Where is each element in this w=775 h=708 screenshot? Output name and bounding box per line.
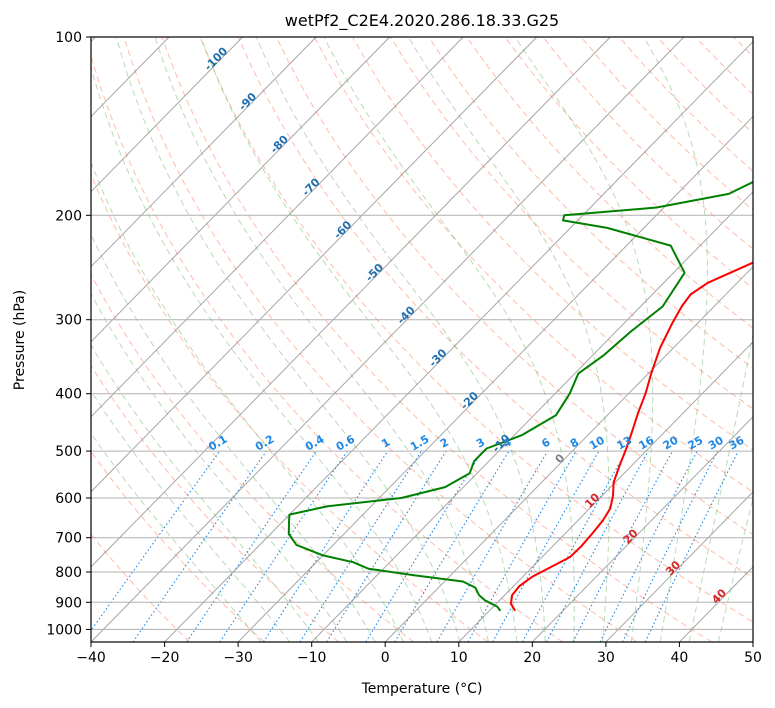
isotherm-line: [91, 37, 243, 193]
dry-adiabat-line: [123, 37, 638, 642]
mixing-ratio-line: [263, 450, 389, 642]
x-tick-label: 40: [670, 650, 688, 666]
plot-frame: [90, 36, 754, 643]
x-tick-label: 20: [523, 650, 541, 666]
moist-adiabat-line: [91, 161, 405, 642]
mixing-ratio-line: [522, 450, 627, 642]
dry-adiabat-line: [91, 364, 340, 642]
isotherm-line: [237, 115, 753, 642]
moist-adiabat-line: [514, 37, 654, 642]
moist-adiabat-line: [154, 37, 489, 642]
moist-adiabat-line: [408, 37, 610, 642]
dry-adiabat-line: [199, 37, 753, 623]
moist-adiabat-line: [91, 390, 291, 642]
moist-adiabat-line: [91, 432, 262, 642]
dry-adiabat-line: [390, 37, 753, 410]
y-tick-label: 200: [55, 208, 82, 224]
y-tick-label: 900: [55, 595, 82, 611]
x-tick-label: 10: [450, 650, 468, 666]
moist-adiabat-line: [717, 497, 753, 642]
y-tick-label: 400: [55, 387, 82, 403]
y-tick-label: 500: [55, 444, 82, 460]
moist-adiabat-line: [91, 344, 319, 642]
moist-adiabat-line: [688, 331, 753, 642]
mixing-ratio-line: [132, 450, 267, 642]
isotherm-line: [91, 37, 611, 568]
mixing-ratio-line: [467, 450, 577, 642]
x-tick-label: 30: [597, 650, 615, 666]
x-tick-label: −20: [150, 650, 180, 666]
y-tick-label: 1000: [46, 622, 82, 638]
mixing-ratio-line: [622, 450, 719, 642]
x-tick-label: −40: [76, 650, 106, 666]
isotherm-line: [164, 40, 753, 642]
mixing-ratio-line: [365, 450, 483, 642]
skewed-isotherms: [91, 37, 753, 642]
x-tick-label: 50: [744, 650, 762, 666]
chart-title: wetPf2_C2E4.2020.286.18.33.G25: [285, 11, 559, 31]
temperature-line: [510, 261, 753, 612]
isotherm-line: [91, 37, 538, 493]
sounding-series: [287, 180, 753, 612]
isotherm-line: [91, 37, 464, 418]
mixing-ratio-line: [91, 450, 221, 632]
x-tick-label: −10: [297, 650, 327, 666]
dry-adiabat-line: [91, 450, 265, 642]
dry-adiabat-line: [91, 173, 489, 642]
isotherm-line: [91, 37, 317, 268]
x-axis-ticks: −40 −20 −30 −10 0 10 20 30 40 50: [76, 642, 762, 666]
y-tick-label: 100: [55, 30, 82, 46]
dry-adiabat-line: [466, 37, 753, 329]
moist-adiabat-line: [91, 65, 433, 642]
isotherm-line: [311, 190, 753, 642]
y-tick-label: 800: [55, 565, 82, 581]
dry-adiabat-line: [91, 53, 563, 642]
y-tick-label: 700: [55, 531, 82, 547]
y-axis-ticks: 100 200 300 400 500 600 700 800 900 1000: [46, 30, 91, 638]
dry-adiabat-line: [237, 37, 753, 579]
dry-adiabat-line: [161, 37, 713, 642]
mixing-ratio-lines: [91, 450, 739, 642]
y-axis-label: Pressure (hPa): [12, 290, 28, 390]
moist-adiabats: [91, 37, 753, 642]
y-tick-label: 600: [55, 491, 82, 507]
y-tick-label: 300: [55, 313, 82, 329]
moist-adiabat-line: [255, 37, 546, 642]
isotherm-line: [91, 37, 391, 343]
dewpoint-line: [287, 180, 753, 612]
moist-adiabat-line: [115, 37, 461, 642]
isotherm-line: [531, 416, 753, 642]
dry-adiabat-line: [352, 37, 753, 451]
moist-adiabat-line: [323, 37, 575, 642]
moist-adiabat-line: [91, 233, 376, 642]
mixing-ratio-line: [299, 450, 422, 642]
mixing-ratio-line: [186, 450, 317, 642]
dry-adiabat-line: [313, 37, 753, 493]
pressure-gridlines: [91, 37, 753, 630]
x-axis-label: Temperature (°C): [361, 681, 483, 697]
moist-adiabat-line: [643, 37, 708, 642]
x-tick-label: 0: [381, 650, 390, 666]
mixing-ratio-line: [599, 450, 698, 642]
x-tick-label: −30: [223, 650, 253, 666]
mixing-ratio-line: [546, 450, 649, 642]
isotherm-line: [458, 341, 753, 642]
dry-adiabat-line: [428, 37, 753, 369]
isotherm-line: [384, 265, 753, 642]
isotherm-line: [605, 491, 753, 642]
moist-adiabat-line: [91, 292, 348, 642]
isotherm-line: [91, 37, 685, 642]
mixing-ratio-line: [219, 450, 348, 642]
